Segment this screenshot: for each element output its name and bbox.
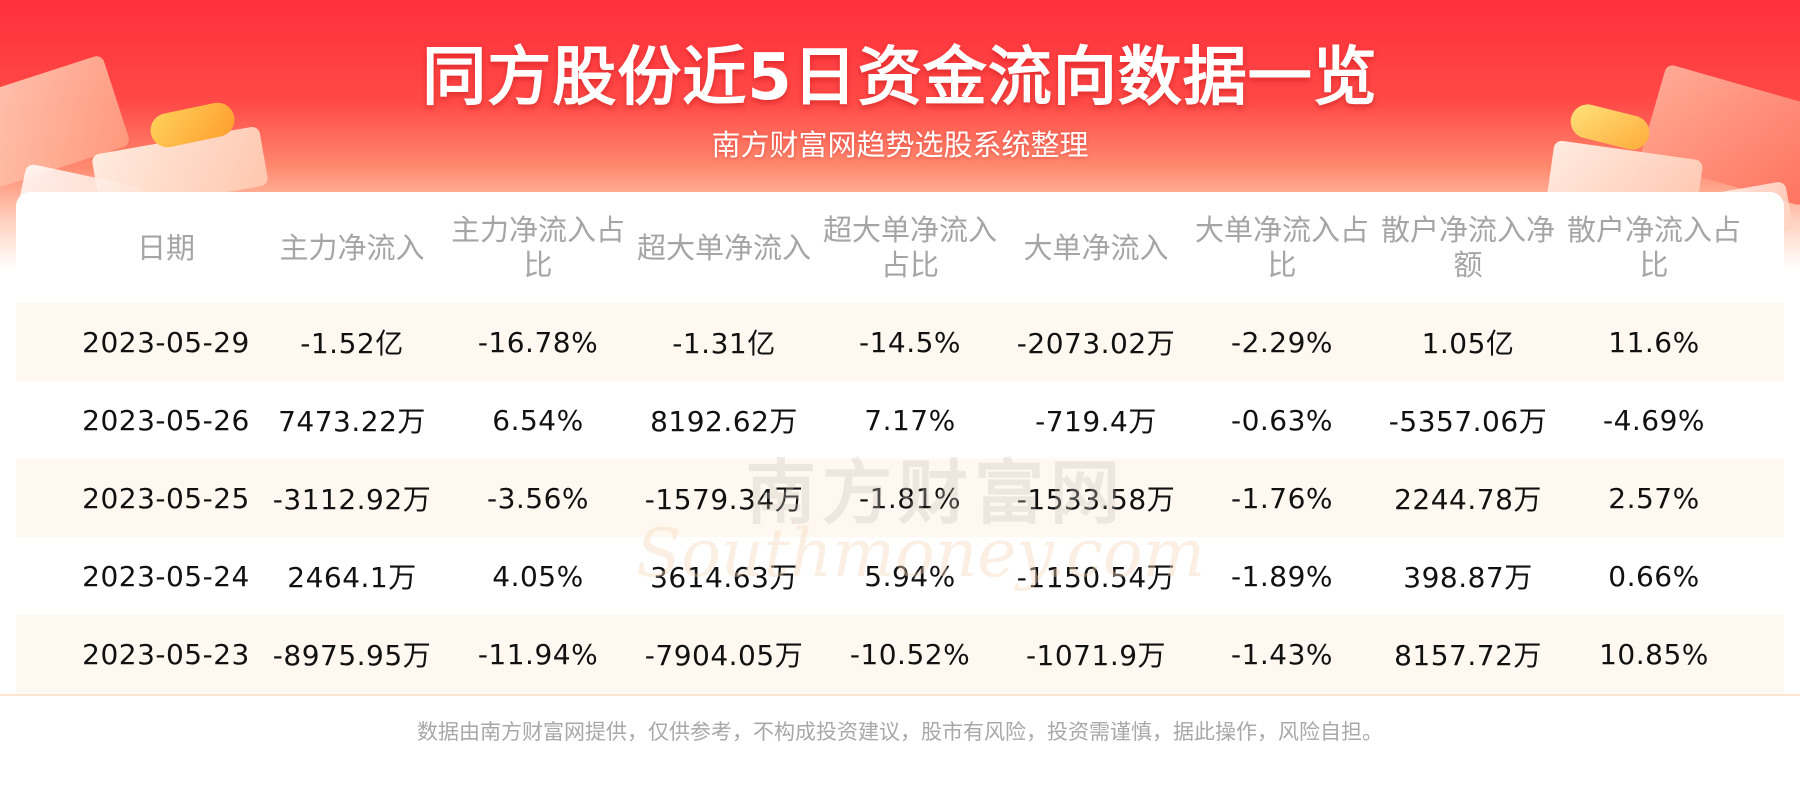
column-header-retail-inflow-ratio: 散户净流入占比	[1566, 213, 1741, 282]
table-cell-date: 2023-05-24	[82, 559, 250, 593]
table-cell: -8975.95万	[272, 639, 432, 672]
table-cell: 398.87万	[1403, 561, 1533, 594]
table-cell: 8192.62万	[650, 405, 798, 438]
table-cell: -11.94%	[477, 637, 599, 671]
footer-divider	[0, 694, 1800, 696]
column-header-date: 日期	[136, 230, 195, 265]
table-cell: -16.78%	[477, 325, 599, 359]
page-subtitle: 南方财富网趋势选股系统整理	[711, 128, 1089, 162]
table-cell: 4.05%	[492, 559, 584, 593]
table-cell: -1.43%	[1230, 637, 1334, 671]
table-cell-date: 2023-05-25	[82, 481, 250, 515]
column-header-super-large-inflow-ratio: 超大单净流入占比	[822, 213, 997, 282]
table-cell: -3.56%	[486, 481, 590, 515]
column-header-super-large-inflow: 超大单净流入	[636, 230, 811, 265]
table-cell-date: 2023-05-29	[82, 325, 250, 359]
column-header-large-inflow: 大单净流入	[1023, 230, 1169, 265]
column-header-main-inflow-ratio: 主力净流入占比	[450, 213, 625, 282]
table-cell: -1533.58万	[1016, 483, 1176, 516]
table-cell: -2.29%	[1230, 325, 1334, 359]
column-header-retail-inflow: 散户净流入净额	[1380, 213, 1555, 282]
table-cell: -5357.06万	[1388, 405, 1548, 438]
table-cell: 3614.63万	[650, 561, 798, 594]
table-cell: -1579.34万	[644, 483, 804, 516]
table-cell: -14.5%	[858, 325, 962, 359]
column-header-main-inflow: 主力净流入	[279, 230, 425, 265]
table-cell: -1.76%	[1230, 481, 1334, 515]
table-cell-date: 2023-05-26	[82, 403, 250, 437]
table-cell: 2244.78万	[1394, 483, 1542, 516]
table-cell: 7473.22万	[278, 405, 426, 438]
table-cell: 11.6%	[1608, 325, 1700, 359]
table-cell: -1.89%	[1230, 559, 1334, 593]
table-cell: -3112.92万	[272, 483, 432, 516]
table-row: 2023-05-24 2464.1万 4.05% 3614.63万 5.94% …	[16, 537, 1784, 615]
table-cell: 0.66%	[1608, 559, 1700, 593]
table-cell: 5.94%	[864, 559, 956, 593]
table-cell: 7.17%	[864, 403, 956, 437]
table-cell: 6.54%	[492, 403, 584, 437]
table-cell: 10.85%	[1599, 637, 1709, 671]
table-cell: -1150.54万	[1016, 561, 1176, 594]
page-title: 同方股份近5日资金流向数据一览	[422, 41, 1378, 115]
table-cell: -4.69%	[1602, 403, 1706, 437]
table-cell-date: 2023-05-23	[82, 637, 250, 671]
table-row: 2023-05-25 -3112.92万 -3.56% -1579.34万 -1…	[16, 459, 1784, 537]
data-table-card: 日期 主力净流入 主力净流入占比 超大单净流入 超大单净流入占比 大单净流入 大…	[16, 192, 1784, 697]
table-cell: -7904.05万	[644, 639, 804, 672]
table-cell: 8157.72万	[1394, 639, 1542, 672]
table-cell: -2073.02万	[1016, 327, 1176, 360]
table-cell: -1.81%	[858, 481, 962, 515]
table-cell: -719.4万	[1035, 405, 1157, 438]
table-row: 2023-05-26 7473.22万 6.54% 8192.62万 7.17%…	[16, 381, 1784, 459]
table-row: 2023-05-29 -1.52亿 -16.78% -1.31亿 -14.5% …	[16, 303, 1784, 381]
footer-disclaimer: 数据由南方财富网提供，仅供参考，不构成投资建议，股市有风险，投资需谨慎，据此操作…	[417, 720, 1383, 744]
table-cell: 2.57%	[1608, 481, 1700, 515]
table-cell: 2464.1万	[287, 561, 417, 594]
table-cell: -10.52%	[849, 637, 971, 671]
table-cell: -0.63%	[1230, 403, 1334, 437]
table-cell: -1071.9万	[1025, 639, 1167, 672]
column-header-large-inflow-ratio: 大单净流入占比	[1194, 213, 1369, 282]
table-cell: 1.05亿	[1421, 327, 1515, 360]
table-cell: -1.52亿	[300, 327, 404, 360]
table-row: 2023-05-23 -8975.95万 -11.94% -7904.05万 -…	[16, 615, 1784, 693]
table-header-row: 日期 主力净流入 主力净流入占比 超大单净流入 超大单净流入占比 大单净流入 大…	[16, 202, 1784, 294]
table-cell: -1.31亿	[672, 327, 776, 360]
